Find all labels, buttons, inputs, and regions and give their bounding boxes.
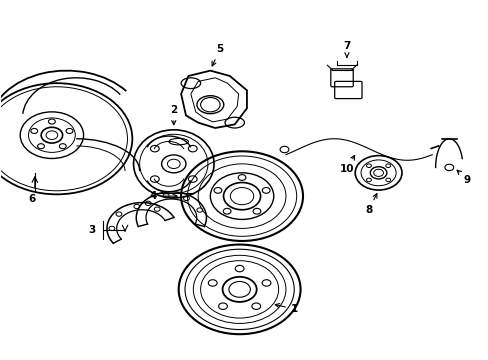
Text: 10: 10 xyxy=(339,156,354,174)
Text: 1: 1 xyxy=(275,303,298,314)
Text: 5: 5 xyxy=(212,45,224,66)
Text: 2: 2 xyxy=(170,105,177,125)
Text: 3: 3 xyxy=(88,225,96,235)
Text: 9: 9 xyxy=(456,170,470,185)
Text: 7: 7 xyxy=(343,41,350,57)
Text: 8: 8 xyxy=(365,194,376,215)
Text: 4: 4 xyxy=(149,191,177,201)
Text: 6: 6 xyxy=(29,194,36,204)
